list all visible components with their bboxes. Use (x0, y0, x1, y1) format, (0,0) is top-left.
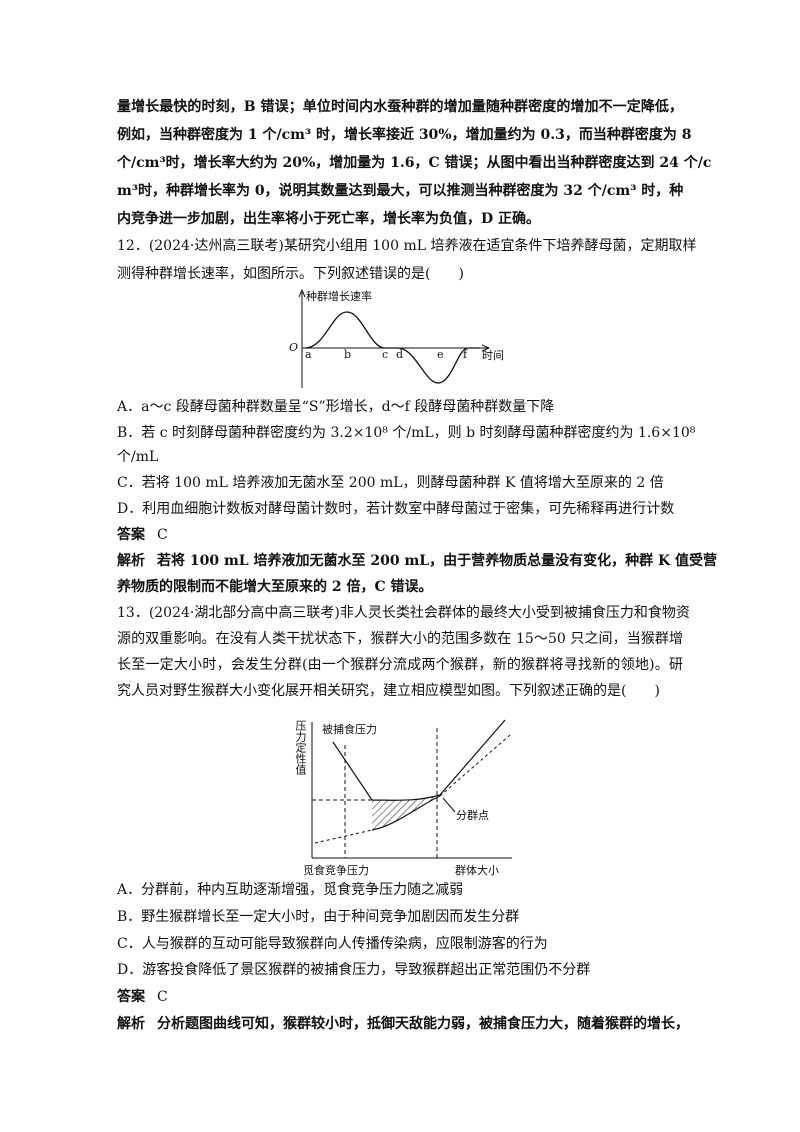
fig-origin: O (289, 341, 298, 354)
curve (304, 311, 480, 384)
option: D．游客投食降低了景区猴群的被捕食压力，导致猴群超出正常范围仍不分群 (117, 962, 591, 978)
fig-point: d (396, 348, 403, 361)
answer-value: C (157, 527, 168, 543)
fig-label: 被捕食压力 (322, 722, 377, 736)
option: C．人与猴群的互动可能导致猴群向人传播传染病，应限制游客的行为 (117, 936, 548, 952)
answer: 答案 C (117, 525, 683, 545)
pointer (442, 797, 456, 813)
question-stem: 12．(2024·达州高三联考)某研究小组用 100 mL 培养液在适宜条件下培… (117, 238, 697, 254)
analysis-label: 解析 (117, 553, 145, 569)
answer: 答案 C (117, 987, 683, 1007)
foraging-dashed (439, 734, 511, 797)
text-line: 例如，当种群密度为 1 个/cm³ 时，增长率接近 30%，增加量约为 0.3，… (117, 127, 692, 143)
analysis-text: 分析题图曲线可知，猴群较小时，抵御天敌能力弱，被捕食压力大，随着猴群的增长， (157, 1016, 689, 1032)
text-line: 个/cm³时，增长率大约为 20%，增加量为 1.6，C 错误；从图中看出当种群… (117, 155, 712, 171)
question-stem: 长至一定大小时，会发生分群(由一个猴群分流成两个猴群，新的猴群将寻找新的领地)。… (117, 657, 683, 673)
foraging-dashed (314, 829, 373, 844)
fig-point: c (382, 348, 388, 361)
analysis: 养物质的限制而不能增大至原来的 2 倍，C 错误。 (117, 579, 433, 595)
text-line: 内竞争进一步加剧，出生率将小于死亡率，增长率为负值，D 正确。 (117, 211, 541, 227)
question-stem: 测得种群增长速率，如图所示。下列叙述错误的是( ) (117, 266, 464, 282)
option: 个/mL (117, 449, 159, 465)
fig-x-label: 时间 (482, 349, 504, 362)
fig-point: b (344, 348, 351, 361)
fig-point: f (463, 348, 468, 361)
predation-curve (332, 719, 506, 801)
fig-label: 觅食竞争压力 (303, 863, 369, 877)
option: A．分群前，种内互助逐渐增强，觅食竞争压力随之减弱 (117, 882, 464, 898)
question-stem: 源的双重影响。在没有人类干扰状态下，猴群大小的范围多数在 15～50 只之间，当… (117, 631, 683, 647)
option: B．野生猴群增长至一定大小时，由于种间竞争加剧因而发生分群 (117, 909, 520, 925)
option: A．a～c 段酵母菌种群数量呈“S”形增长，d～f 段酵母菌种群数量下降 (117, 399, 555, 415)
analysis: 解析 分析题图曲线可知，猴群较小时，抵御天敌能力弱，被捕食压力大，随着猴群的增长， (117, 1014, 689, 1034)
text-line: 量增长最快的时刻，B 错误；单位时间内水蚕种群的增加量随种群密度的增加不一定降低… (117, 99, 683, 115)
fig-point: a (305, 348, 312, 361)
figure-growth-rate (298, 288, 491, 388)
arrow (481, 344, 491, 352)
answer-label: 答案 (117, 527, 145, 543)
answer-label: 答案 (117, 989, 145, 1005)
figure-pressure-model (311, 719, 512, 859)
option: C．若将 100 mL 培养液加无菌水至 200 mL，则酵母菌种群 K 值将增… (117, 475, 664, 491)
fig-y-label: 种群增长速率 (306, 289, 372, 303)
arrow (298, 288, 306, 298)
option: B．若 c 时刻酵母菌种群密度约为 3.2×10⁸ 个/mL，则 b 时刻酵母菌… (117, 425, 696, 441)
analysis: 解析 若将 100 mL 培养液加无菌水至 200 mL，由于营养物质总量没有变化… (117, 551, 717, 571)
question-stem: 13．(2024·湖北部分高中高三联考)非人灵长类社会群体的最终大小受到被捕食压… (117, 605, 690, 621)
option: D．利用血细胞计数板对酵母菌计数时，若计数室中酵母菌过于密集，可先稀释再进行计数 (117, 501, 675, 517)
answer-value: C (157, 989, 168, 1005)
fig-y-label: 压力定性值 (294, 720, 307, 776)
hatched-area (372, 795, 440, 830)
foraging-curve (371, 795, 441, 831)
fig-point: e (437, 348, 444, 361)
analysis-label: 解析 (117, 1016, 145, 1032)
text-line: m³时，种群增长率为 0，说明其数量达到最大，可以推测当种群密度为 32 个/c… (117, 183, 684, 199)
fig-x-label: 群体大小 (455, 863, 499, 877)
analysis-text: 若将 100 mL 培养液加无菌水至 200 mL，由于营养物质总量没有变化，种… (157, 553, 718, 569)
question-stem: 究人员对野生猴群大小变化展开相关研究，建立相应模型如图。下列叙述正确的是( ) (117, 683, 660, 699)
fig-label: 分群点 (456, 808, 489, 822)
